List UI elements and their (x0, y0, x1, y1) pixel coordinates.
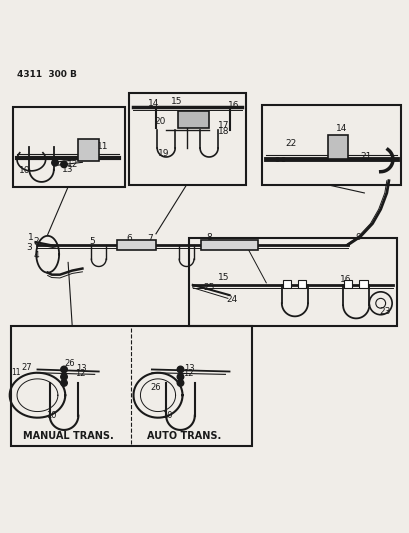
Circle shape (177, 379, 183, 386)
Text: 10: 10 (46, 411, 57, 420)
Bar (282, 280, 290, 288)
Bar (78, 139, 99, 161)
Text: 8: 8 (206, 233, 211, 243)
Text: 2: 2 (34, 237, 39, 246)
Text: 4: 4 (34, 251, 39, 260)
Text: 20: 20 (154, 117, 165, 126)
Text: 15: 15 (217, 273, 229, 282)
Text: 19: 19 (158, 149, 169, 158)
Text: 21: 21 (360, 152, 371, 160)
Text: 16: 16 (227, 101, 239, 110)
Text: 23: 23 (378, 307, 389, 316)
Text: 10: 10 (18, 166, 30, 175)
Text: 10: 10 (162, 411, 172, 420)
Text: 11: 11 (11, 368, 21, 377)
Text: 12: 12 (183, 369, 193, 378)
Circle shape (61, 374, 67, 380)
Bar (117, 240, 155, 250)
Text: 25: 25 (203, 283, 214, 292)
Text: 14: 14 (335, 124, 347, 133)
Text: 16: 16 (339, 275, 351, 284)
Text: 9: 9 (355, 233, 360, 243)
Text: 7: 7 (146, 234, 152, 243)
Text: 13: 13 (76, 364, 86, 373)
Text: 5: 5 (90, 237, 95, 246)
Bar (343, 280, 351, 288)
Text: 18: 18 (217, 127, 229, 136)
Circle shape (177, 366, 183, 373)
Bar (200, 240, 258, 250)
Text: 3: 3 (26, 243, 32, 252)
Text: 27: 27 (21, 364, 31, 373)
Text: 15: 15 (170, 97, 182, 106)
Bar (327, 134, 347, 159)
Text: MANUAL TRANS.: MANUAL TRANS. (22, 431, 113, 441)
Text: 13: 13 (62, 165, 74, 174)
Text: 22: 22 (285, 140, 296, 148)
Text: 17: 17 (217, 121, 229, 130)
Text: 4311  300 B: 4311 300 B (17, 70, 77, 79)
Text: 1: 1 (27, 232, 33, 241)
Circle shape (61, 379, 67, 386)
Bar (188, 238, 396, 326)
Bar (13, 107, 125, 187)
Circle shape (177, 374, 183, 380)
Text: 24: 24 (225, 295, 236, 304)
Bar (129, 93, 245, 185)
Bar (178, 111, 209, 127)
Bar (359, 280, 367, 288)
Circle shape (61, 366, 67, 373)
Text: 13: 13 (184, 364, 194, 373)
Bar (297, 280, 306, 288)
Text: 14: 14 (148, 99, 159, 108)
Bar (11, 326, 252, 446)
Text: 11: 11 (97, 142, 108, 151)
Text: 26: 26 (65, 359, 75, 368)
Circle shape (52, 159, 58, 166)
Text: AUTO TRANS.: AUTO TRANS. (147, 431, 221, 441)
Text: 6: 6 (126, 234, 132, 243)
Bar (262, 105, 400, 185)
Text: 12: 12 (66, 160, 78, 169)
Text: 12: 12 (75, 369, 85, 378)
Text: 26: 26 (150, 383, 161, 392)
Circle shape (61, 161, 67, 167)
